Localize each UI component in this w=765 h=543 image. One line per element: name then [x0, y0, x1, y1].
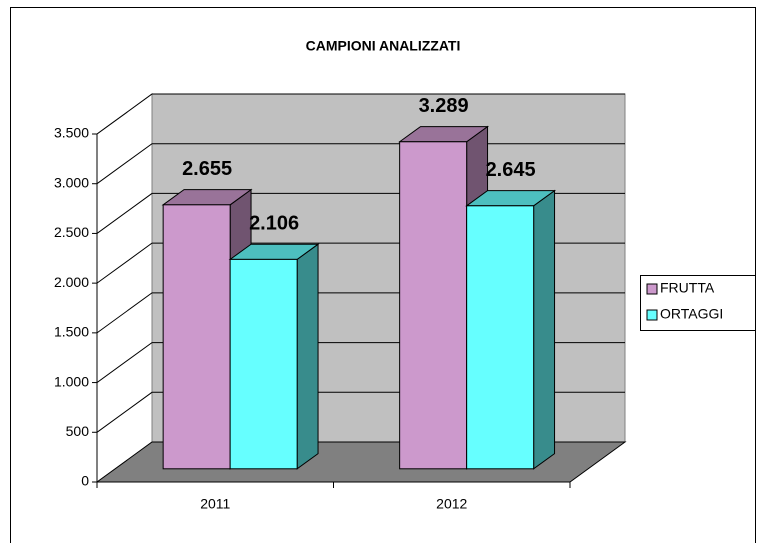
y-tick-label: 3.500 — [54, 125, 89, 141]
value-label: 3.289 — [419, 95, 469, 117]
y-tick-label: 500 — [66, 423, 90, 439]
value-label: 2.655 — [182, 158, 232, 180]
grid-line — [96, 93, 625, 135]
y-tick-label: 0 — [81, 473, 89, 489]
y-tick-label: 1.000 — [54, 373, 89, 389]
side-wall — [96, 93, 153, 483]
y-tick-label: 2.500 — [54, 224, 89, 240]
legend-swatch — [646, 283, 658, 295]
x-tick-label: 2011 — [200, 496, 230, 512]
bar-side — [296, 243, 319, 470]
legend-box — [640, 275, 756, 331]
y-tick-label: 1.500 — [54, 324, 89, 340]
legend-swatch — [646, 309, 658, 321]
y-tick-label: 3.000 — [54, 174, 89, 190]
bar — [466, 205, 535, 470]
legend-label: ORTAGGI — [660, 306, 723, 322]
chart-title: CAMPIONI ANALIZZATI — [306, 38, 461, 54]
bar — [162, 204, 231, 470]
value-label: 2.106 — [249, 213, 299, 235]
y-tick-label: 2.000 — [54, 274, 89, 290]
bar — [399, 141, 468, 470]
legend-label: FRUTTA — [660, 280, 715, 296]
bar — [229, 258, 298, 470]
value-label: 2.645 — [486, 159, 536, 181]
x-tick-label: 2012 — [436, 496, 467, 512]
bar-side — [533, 189, 556, 470]
